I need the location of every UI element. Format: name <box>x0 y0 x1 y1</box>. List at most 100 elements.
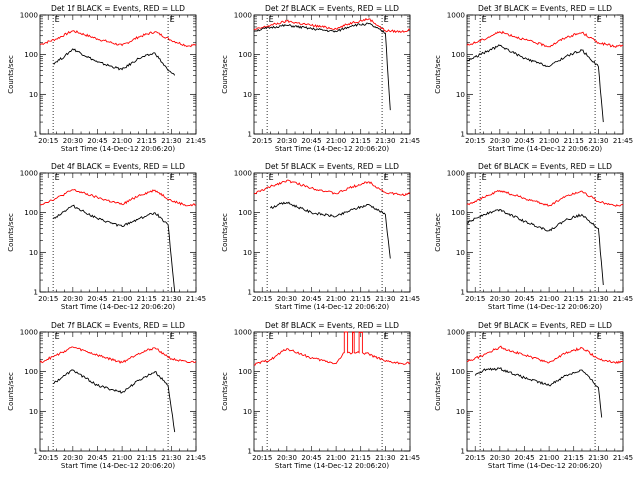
x-tick-label: 21:45 <box>613 137 633 145</box>
x-tick-label: 20:15 <box>465 454 485 462</box>
y-tick-label: 100 <box>238 50 252 59</box>
panel-title: Det 7f BLACK = Events, RED = LLD <box>51 321 185 330</box>
plot-frame <box>466 14 624 135</box>
event-marker-label: E <box>170 332 175 341</box>
x-tick-label: 21:45 <box>186 295 206 303</box>
y-tick-label: 1 <box>460 130 465 139</box>
panel-title: Det 1f BLACK = Events, RED = LLD <box>51 4 185 13</box>
y-tick-label: 100 <box>24 367 38 376</box>
x-tick-label: 21:00 <box>326 454 346 462</box>
y-tick-label: 100 <box>451 367 465 376</box>
y-axis-label: Counts/sec <box>434 213 442 252</box>
panel-title: Det 8f BLACK = Events, RED = LLD <box>265 321 399 330</box>
y-tick-label: 100 <box>451 50 465 59</box>
x-tick-label: 21:30 <box>161 295 181 303</box>
x-tick-label: 20:15 <box>252 454 272 462</box>
y-axis-label: Counts/sec <box>221 372 229 411</box>
x-tick-label: 21:15 <box>564 454 584 462</box>
y-tick-label: 1 <box>247 288 252 297</box>
x-tick-label: 21:30 <box>375 295 395 303</box>
x-tick-label: 21:30 <box>161 454 181 462</box>
y-tick-label: 100 <box>24 50 38 59</box>
x-tick-label: 21:45 <box>186 454 206 462</box>
detector-panel-8: Det 8f BLACK = Events, RED = LLD 1 10 100 10… <box>221 321 420 470</box>
y-tick-label: 1 <box>247 130 252 139</box>
x-tick-label: 20:30 <box>490 454 510 462</box>
event-marker-label: E <box>597 332 602 341</box>
plot-frame <box>466 172 624 293</box>
plot-frame <box>253 14 411 135</box>
x-axis-label: Start Time (14-Dec-12 20:06:20) <box>61 145 175 153</box>
x-tick-label: 20:45 <box>87 454 107 462</box>
x-tick-label: 21:15 <box>351 295 371 303</box>
event-marker-label: E <box>482 15 487 24</box>
x-tick-label: 21:15 <box>137 454 157 462</box>
y-axis-label: Counts/sec <box>434 55 442 94</box>
series-line-red <box>39 30 197 48</box>
y-tick-label: 10 <box>29 90 39 99</box>
x-tick-label: 20:45 <box>301 137 321 145</box>
y-tick-label: 1000 <box>20 328 39 337</box>
detector-panel-5: Det 5f BLACK = Events, RED = LLD 1 10 100 10… <box>221 162 420 311</box>
detector-panel-3: Det 3f BLACK = Events, RED = LLD 1 10 100 10… <box>434 4 633 153</box>
event-marker-label: E <box>597 173 602 182</box>
x-tick-label: 21:45 <box>400 295 420 303</box>
x-tick-label: 20:30 <box>490 137 510 145</box>
series-line-black <box>52 369 176 433</box>
plot-frame <box>39 14 197 135</box>
x-tick-label: 21:00 <box>539 454 559 462</box>
x-tick-label: 21:00 <box>539 295 559 303</box>
x-tick-label: 21:45 <box>613 454 633 462</box>
y-tick-label: 100 <box>24 208 38 217</box>
event-marker-label: E <box>269 173 274 182</box>
panel-title: Det 9f BLACK = Events, RED = LLD <box>478 321 612 330</box>
x-axis-label: Start Time (14-Dec-12 20:06:20) <box>275 462 389 470</box>
x-tick-label: 21:45 <box>613 295 633 303</box>
series-line-red <box>253 17 411 33</box>
x-tick-label: 21:45 <box>186 137 206 145</box>
y-tick-label: 10 <box>29 407 39 416</box>
x-axis-label: Start Time (14-Dec-12 20:06:20) <box>488 303 602 311</box>
x-tick-label: 21:30 <box>375 454 395 462</box>
x-tick-label: 21:30 <box>588 454 608 462</box>
series-line-black <box>474 367 603 418</box>
x-tick-label: 20:45 <box>514 295 534 303</box>
series-line-black <box>253 22 391 111</box>
series-line-black <box>52 48 176 76</box>
event-marker-label: E <box>482 332 487 341</box>
y-tick-label: 10 <box>243 407 253 416</box>
panel-title: Det 2f BLACK = Events, RED = LLD <box>265 4 399 13</box>
x-tick-label: 21:00 <box>326 137 346 145</box>
plot-frame <box>253 172 411 293</box>
x-axis-label: Start Time (14-Dec-12 20:06:20) <box>61 303 175 311</box>
x-axis-label: Start Time (14-Dec-12 20:06:20) <box>275 145 389 153</box>
x-tick-label: 21:00 <box>112 454 132 462</box>
x-tick-label: 20:30 <box>63 137 83 145</box>
x-tick-label: 20:45 <box>514 454 534 462</box>
y-axis-label: Counts/sec <box>7 55 15 94</box>
x-tick-label: 21:15 <box>137 137 157 145</box>
event-marker-label: E <box>170 173 175 182</box>
y-axis-label: Counts/sec <box>221 55 229 94</box>
x-tick-label: 20:15 <box>252 137 272 145</box>
series-line-red <box>39 188 197 207</box>
series-line-red <box>253 179 411 197</box>
x-tick-label: 20:45 <box>87 295 107 303</box>
x-axis-label: Start Time (14-Dec-12 20:06:20) <box>488 462 602 470</box>
x-tick-label: 21:30 <box>161 137 181 145</box>
x-tick-label: 20:30 <box>63 295 83 303</box>
x-tick-label: 20:45 <box>301 454 321 462</box>
detector-panel-9: Det 9f BLACK = Events, RED = LLD 1 10 100 10… <box>434 321 633 470</box>
x-tick-label: 21:00 <box>326 295 346 303</box>
x-tick-label: 21:00 <box>112 137 132 145</box>
y-tick-label: 100 <box>238 367 252 376</box>
y-tick-label: 1000 <box>20 169 39 178</box>
detector-panel-7: Det 7f BLACK = Events, RED = LLD 1 10 100 10… <box>7 321 206 470</box>
plot-frame <box>39 331 197 452</box>
series-line-red <box>39 346 197 364</box>
y-tick-label: 1000 <box>20 11 39 20</box>
detector-panel-6: Det 6f BLACK = Events, RED = LLD 1 10 100 10… <box>434 162 633 311</box>
x-tick-label: 21:15 <box>137 295 157 303</box>
plot-frame <box>39 172 197 293</box>
x-tick-label: 21:30 <box>588 137 608 145</box>
